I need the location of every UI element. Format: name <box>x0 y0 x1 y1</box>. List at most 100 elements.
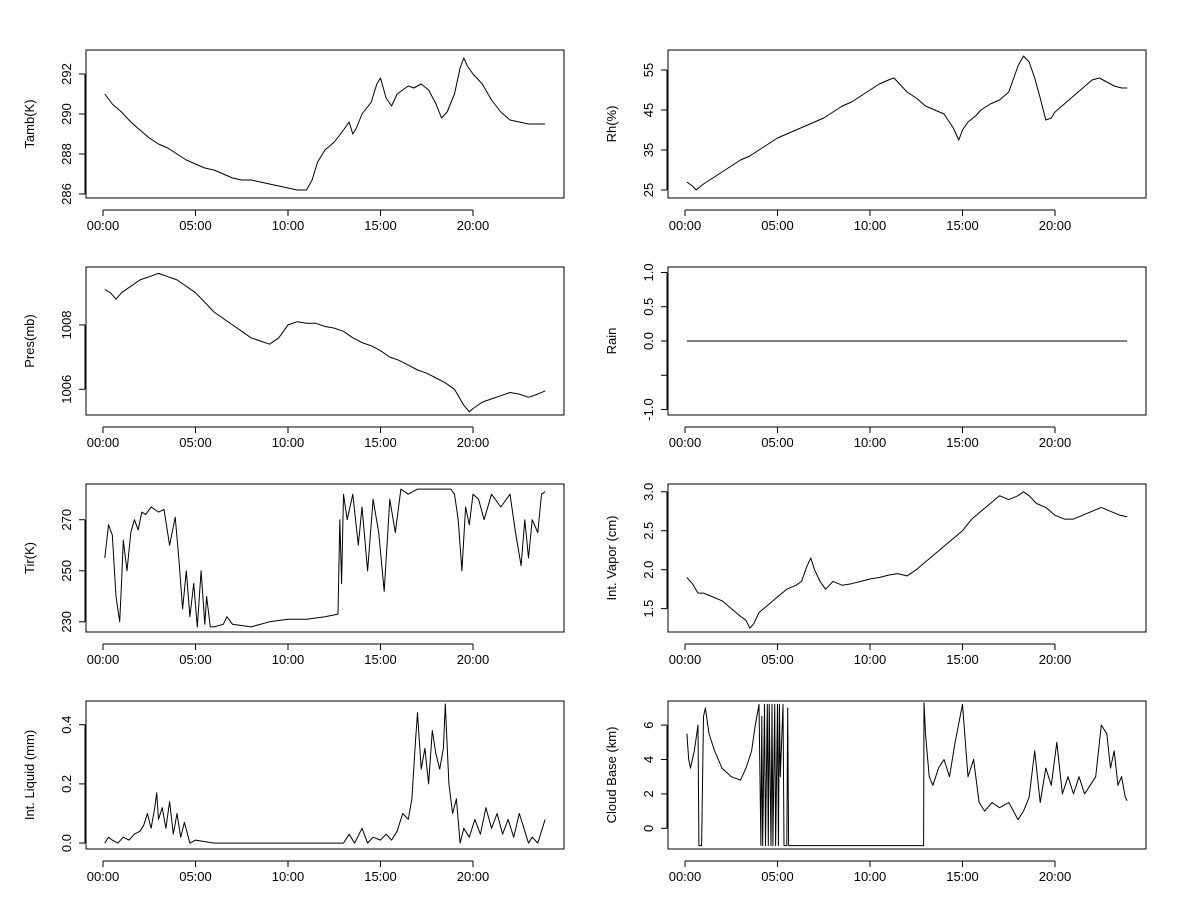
plot-frame <box>667 700 1147 850</box>
y-tick-label: -1.0 <box>641 398 656 420</box>
y-tick-label: 288 <box>59 143 74 165</box>
series-line-cloudbase <box>686 702 1128 847</box>
x-tick-label: 20:00 <box>457 652 490 667</box>
series-line-pres <box>104 272 546 413</box>
y-tick-label: 45 <box>641 103 656 117</box>
y-tick-label: 2.0 <box>641 561 656 579</box>
x-tick-label: 10:00 <box>272 869 305 884</box>
panel-cloudbase: 00:00 05:00 10:00 15:00 20:00 0 2 4 6 Cloud Base … <box>604 700 1147 884</box>
x-tick-label: 00:00 <box>87 869 120 884</box>
x-tick-label: 10:00 <box>854 435 887 450</box>
x-tick-label: 15:00 <box>364 869 397 884</box>
x-tick-label: 00:00 <box>87 218 120 233</box>
plot-frame <box>667 49 1147 199</box>
y-tick-label: 1.0 <box>641 263 656 281</box>
x-tick-label: 15:00 <box>946 652 979 667</box>
x-tick-label: 20:00 <box>1039 435 1072 450</box>
x-tick-label: 00:00 <box>669 652 702 667</box>
x-tick-label: 10:00 <box>272 218 305 233</box>
panel-tamb: 00:00 05:00 10:00 15:00 20:00 286 288 290 292 Tam… <box>22 49 565 233</box>
y-axis-title: Rh(%) <box>604 106 619 143</box>
series-line-vapor <box>686 491 1128 629</box>
x-tick-label: 15:00 <box>364 218 397 233</box>
x-tick-label: 15:00 <box>364 435 397 450</box>
x-tick-label: 00:00 <box>87 652 120 667</box>
x-tick-label: 00:00 <box>669 869 702 884</box>
panel-vapor: 00:00 05:00 10:00 15:00 20:00 1.5 2.0 2.5 3.0 Int… <box>604 483 1147 667</box>
x-tick-label: 00:00 <box>87 435 120 450</box>
x-tick-label: 20:00 <box>457 435 490 450</box>
x-tick-label: 20:00 <box>1039 218 1072 233</box>
x-tick-label: 05:00 <box>761 218 794 233</box>
x-tick-label: 05:00 <box>761 435 794 450</box>
y-axis-title: Int. Vapor (cm) <box>604 515 619 600</box>
x-tick-label: 10:00 <box>854 652 887 667</box>
y-tick-label: 25 <box>641 183 656 197</box>
series-line-rh <box>686 55 1128 191</box>
y-tick-label: 0 <box>641 825 656 832</box>
x-tick-label: 00:00 <box>669 435 702 450</box>
x-tick-label: 05:00 <box>179 218 212 233</box>
x-tick-label: 20:00 <box>1039 869 1072 884</box>
x-tick-label: 15:00 <box>946 218 979 233</box>
x-tick-label: 00:00 <box>669 218 702 233</box>
y-tick-label: 0.5 <box>641 298 656 316</box>
y-axis-title: Tir(K) <box>22 542 37 574</box>
x-tick-label: 15:00 <box>364 652 397 667</box>
y-tick-label: 6 <box>641 721 656 728</box>
x-tick-label: 05:00 <box>179 652 212 667</box>
x-tick-label: 15:00 <box>946 869 979 884</box>
series-line-tir <box>104 488 546 628</box>
plot-frame <box>667 483 1147 633</box>
y-tick-label: 270 <box>59 509 74 531</box>
y-tick-label: 1006 <box>59 375 74 404</box>
x-tick-label: 20:00 <box>457 869 490 884</box>
y-tick-label: 2 <box>641 790 656 797</box>
x-tick-label: 05:00 <box>761 869 794 884</box>
x-tick-label: 10:00 <box>272 652 305 667</box>
x-tick-label: 05:00 <box>761 652 794 667</box>
panel-rh: 00:00 05:00 10:00 15:00 20:00 25 35 45 55 Rh(%) <box>604 49 1147 233</box>
x-tick-label: 10:00 <box>854 218 887 233</box>
plot-frame <box>85 700 565 850</box>
panel-liquid: 00:00 05:00 10:00 15:00 20:00 0.0 0.2 0.4 Int. L… <box>22 700 565 884</box>
y-tick-label: 55 <box>641 63 656 77</box>
y-tick-label: 35 <box>641 143 656 157</box>
plot-frame <box>85 266 565 416</box>
y-axis-title: Tamb(K) <box>22 99 37 148</box>
y-tick-label: 1.5 <box>641 600 656 618</box>
y-tick-label: 292 <box>59 63 74 85</box>
y-tick-label: 1008 <box>59 310 74 339</box>
y-axis-title: Pres(mb) <box>22 314 37 367</box>
y-axis-title: Cloud Base (km) <box>604 727 619 824</box>
series-line-tamb <box>104 57 546 191</box>
x-tick-label: 10:00 <box>272 435 305 450</box>
x-tick-label: 05:00 <box>179 435 212 450</box>
plot-frame <box>85 49 565 199</box>
series-line-liquid <box>104 703 546 844</box>
x-tick-label: 10:00 <box>854 869 887 884</box>
y-tick-label: 0.4 <box>59 716 74 734</box>
y-tick-label: 290 <box>59 103 74 125</box>
y-tick-label: 0.2 <box>59 775 74 793</box>
x-tick-label: 05:00 <box>179 869 212 884</box>
x-tick-label: 15:00 <box>946 435 979 450</box>
y-tick-label: 250 <box>59 560 74 582</box>
y-tick-label: 0.0 <box>641 332 656 350</box>
y-tick-label: 2.5 <box>641 522 656 540</box>
y-tick-label: 230 <box>59 611 74 633</box>
panel-pres: 00:00 05:00 10:00 15:00 20:00 1006 1008 Pres(mb… <box>22 266 565 450</box>
y-axis-title: Rain <box>604 328 619 355</box>
y-tick-label: 4 <box>641 756 656 763</box>
plot-frame <box>85 483 565 633</box>
panel-tir: 00:00 05:00 10:00 15:00 20:00 230 250 270 Tir(K) <box>22 483 565 667</box>
y-tick-label: 286 <box>59 183 74 205</box>
x-tick-label: 20:00 <box>1039 652 1072 667</box>
panel-rain: 00:00 05:00 10:00 15:00 20:00 -1.0 0.0 0.5 1.0 Ra… <box>604 263 1147 450</box>
y-tick-label: 0.0 <box>59 834 74 852</box>
x-tick-label: 20:00 <box>457 218 490 233</box>
y-tick-label: 3.0 <box>641 483 656 501</box>
plot-frame <box>667 266 1147 416</box>
y-axis-title: Int. Liquid (mm) <box>22 730 37 820</box>
